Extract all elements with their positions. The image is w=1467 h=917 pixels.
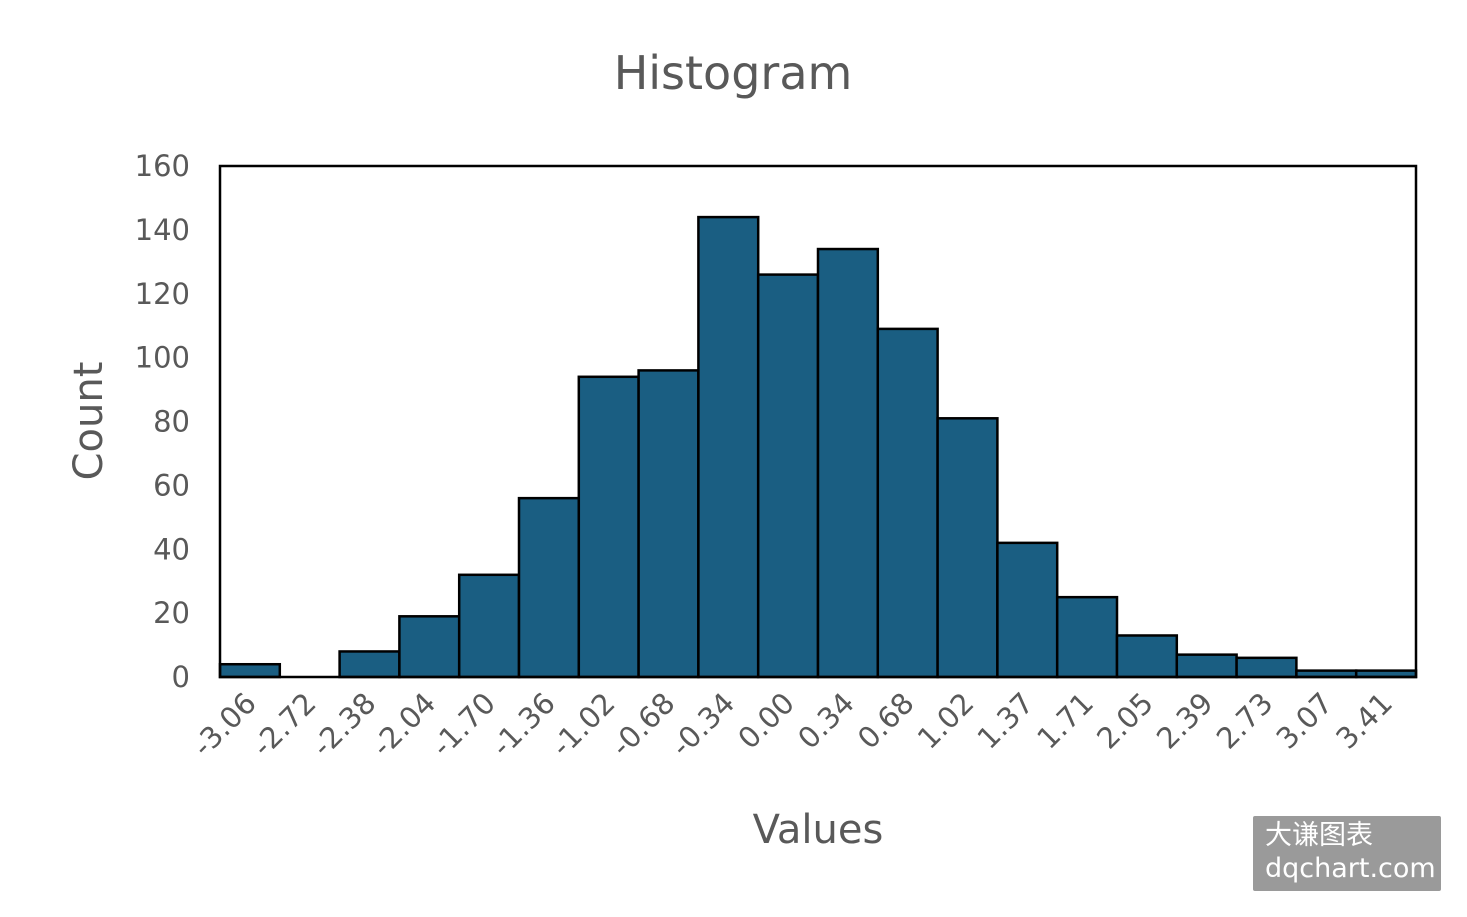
histogram-bar	[398, 615, 461, 679]
x-tick-label: 2.39	[1150, 686, 1220, 756]
y-tick-label: 40	[153, 532, 190, 566]
x-tick-label: 0.00	[731, 686, 801, 756]
chart-title: Histogram	[614, 46, 853, 100]
x-tick-labels: -3.06-2.72-2.38-2.04-1.70-1.36-1.02-0.68…	[186, 686, 1399, 763]
histogram-bar	[218, 662, 282, 679]
x-axis-label: Values	[753, 807, 884, 853]
x-tick-label: 2.73	[1210, 686, 1280, 756]
histogram-bar	[756, 273, 820, 679]
y-tick-label: 20	[153, 596, 190, 630]
x-tick-label: 1.02	[911, 686, 981, 756]
watermark-badge: 大谦图表 dqchart.com	[1253, 816, 1441, 891]
histogram-bar	[876, 327, 939, 679]
x-tick-label: -0.68	[604, 686, 681, 763]
histogram-bar	[1175, 653, 1238, 679]
x-tick-label: -0.34	[664, 686, 741, 763]
x-tick-label: -1.02	[545, 686, 622, 763]
bars-group	[218, 215, 1418, 679]
y-axis-label: Count	[66, 362, 112, 481]
x-tick-label: 0.34	[791, 686, 861, 756]
y-tick-labels: 0 20 40 60 80 100 120 140 160	[135, 149, 190, 694]
watermark-text-cn: 大谦图表	[1265, 820, 1373, 851]
x-tick-label: -1.36	[485, 686, 562, 763]
y-tick-label: 160	[135, 149, 190, 183]
histogram-bar	[1055, 595, 1119, 679]
x-tick-label: -1.70	[425, 686, 502, 763]
histogram-bar	[936, 417, 999, 679]
y-tick-label: 140	[135, 213, 190, 247]
x-tick-label: -2.38	[305, 686, 382, 763]
histogram-bar	[697, 215, 760, 679]
y-tick-label: 120	[135, 277, 190, 311]
plot-area-frame	[218, 164, 1418, 679]
histogram-bar	[996, 541, 1059, 679]
y-tick-label: 0	[172, 660, 190, 694]
histogram-bar	[1115, 634, 1179, 679]
histogram-bar	[517, 496, 581, 679]
x-tick-label: 2.05	[1090, 686, 1160, 756]
y-tick-label: 60	[153, 468, 190, 502]
x-tick-label: -3.06	[186, 686, 263, 763]
x-tick-label: 1.71	[1030, 686, 1100, 756]
x-tick-label: 3.41	[1329, 686, 1399, 756]
x-tick-label: 3.07	[1270, 686, 1340, 756]
x-tick-label: 1.37	[971, 686, 1041, 756]
histogram-bar	[338, 650, 401, 679]
x-tick-label: -2.72	[246, 686, 323, 763]
watermark-text-url: dqchart.com	[1265, 853, 1436, 884]
histogram-bar	[1235, 656, 1298, 679]
histogram-bar	[577, 375, 640, 679]
x-tick-label: 0.68	[851, 686, 921, 756]
x-tick-label: -2.04	[365, 686, 442, 763]
histogram-bar	[816, 247, 880, 679]
y-tick-label: 80	[153, 405, 190, 439]
histogram-bar	[637, 369, 700, 679]
histogram-bar	[457, 573, 521, 679]
y-tick-label: 100	[135, 341, 190, 375]
